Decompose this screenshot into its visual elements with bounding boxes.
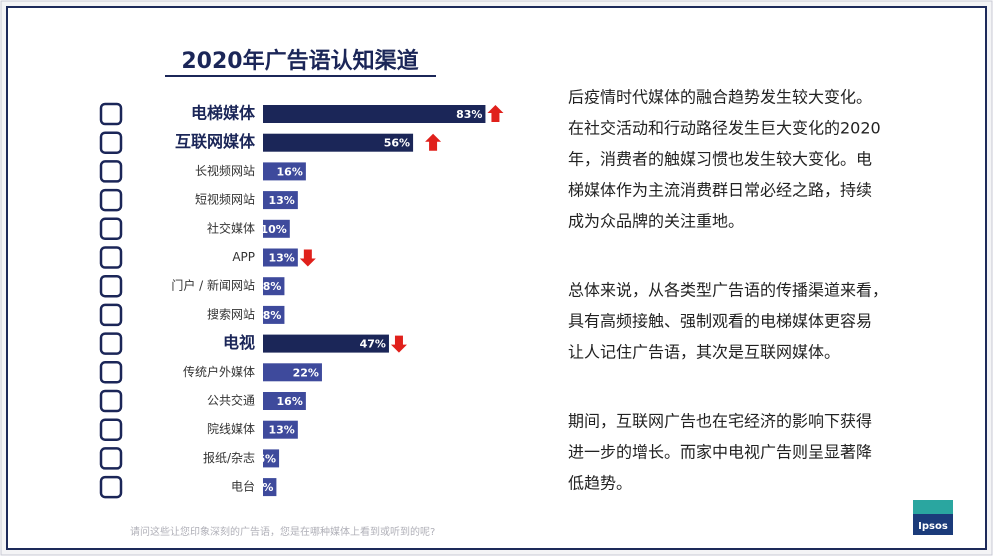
channel-icon bbox=[99, 303, 123, 327]
value-label: 6% bbox=[257, 452, 276, 465]
value-label: 8% bbox=[263, 280, 282, 293]
icons bbox=[99, 102, 123, 499]
bar-chart: 电梯媒体 83% 互联网媒体 56% 长视频网站 16% 短视频网站 13% 社交媒体 10% AP… bbox=[171, 104, 504, 497]
category-label: APP bbox=[232, 250, 255, 264]
paragraph-line: 梯媒体作为主流消费群日常必经之路，持续 bbox=[568, 181, 872, 200]
category-label: 报纸/杂志 bbox=[203, 450, 255, 465]
value-label: 13% bbox=[268, 424, 294, 437]
value-label: 16% bbox=[277, 395, 303, 408]
category-label: 院线媒体 bbox=[207, 422, 255, 436]
category-label: 门户 / 新闻网站 bbox=[171, 278, 255, 293]
trend-arrow bbox=[299, 249, 316, 267]
category-label: 社交媒体 bbox=[207, 220, 255, 235]
value-label: 16% bbox=[277, 165, 303, 178]
channel-icon bbox=[99, 447, 123, 470]
bar bbox=[263, 248, 298, 267]
value-label: 83% bbox=[456, 108, 482, 121]
paragraph-line: 在社交活动和行动路径发生巨大变化的2020 bbox=[568, 119, 881, 138]
trend-arrow bbox=[487, 105, 504, 122]
bar bbox=[263, 105, 486, 123]
channel-icon bbox=[99, 475, 123, 499]
trend-arrow bbox=[425, 133, 442, 151]
paragraph-line: 总体来说，从各类型广告语的传播渠道来看， bbox=[568, 281, 888, 300]
paragraph-line: 让人记住广告语，其次是互联网媒体。 bbox=[568, 343, 840, 362]
paragraph-line: 年，消费者的触媒习惯也发生较大变化。电 bbox=[568, 150, 872, 169]
category-label: 电梯媒体 bbox=[191, 104, 256, 123]
category-label: 长视频网站 bbox=[195, 163, 255, 178]
channel-icon bbox=[99, 131, 123, 154]
bar bbox=[263, 191, 298, 210]
channel-icon bbox=[99, 217, 123, 241]
category-label: 互联网媒体 bbox=[175, 132, 256, 151]
bar bbox=[263, 219, 290, 238]
bar bbox=[263, 277, 285, 296]
category-label: 电视 bbox=[223, 333, 255, 352]
category-label: 短视频网站 bbox=[195, 192, 255, 207]
paragraph-line: 低趋势。 bbox=[568, 474, 632, 493]
paragraph-line: 成为众品牌的关注重地。 bbox=[568, 212, 744, 231]
value-label: 47% bbox=[360, 338, 386, 351]
channel-icon bbox=[99, 188, 123, 212]
paragraph-line: 进一步的增长。而家中电视广告则呈显著降 bbox=[568, 443, 872, 462]
value-label: 22% bbox=[293, 366, 319, 379]
logo-band bbox=[913, 500, 953, 514]
footnote: 请问这些让您印象深刻的广告语，您是在哪种媒体上看到或听到的呢? bbox=[130, 525, 435, 538]
channel-icon bbox=[99, 274, 123, 298]
value-label: 10% bbox=[260, 223, 286, 236]
bar bbox=[263, 334, 389, 353]
paragraph-line: 期间，互联网广告也在宅经济的影响下获得 bbox=[568, 412, 872, 431]
bar bbox=[263, 363, 322, 382]
chart-title: 2020年广告语认知渠道 bbox=[181, 48, 418, 74]
channel-icon bbox=[99, 361, 123, 384]
bar bbox=[263, 420, 298, 439]
channel-icon bbox=[99, 160, 123, 183]
bar bbox=[263, 305, 285, 324]
category-label: 传统户外媒体 bbox=[183, 364, 255, 379]
channel-icon bbox=[99, 246, 123, 269]
frame-inner bbox=[6, 6, 987, 550]
channel-icon bbox=[99, 102, 123, 126]
bar bbox=[263, 162, 306, 181]
channel-icon bbox=[99, 418, 123, 441]
logo: Ipsos bbox=[918, 521, 948, 532]
channel-icon bbox=[99, 389, 123, 413]
category-label: 搜索网站 bbox=[207, 306, 255, 321]
trend-arrow bbox=[390, 335, 407, 353]
category-label: 电台 bbox=[231, 479, 255, 494]
channel-icon bbox=[99, 332, 123, 355]
bar bbox=[263, 449, 280, 468]
bar bbox=[263, 478, 277, 497]
paragraph-line: 具有高频接触、强制观看的电梯媒体更容易 bbox=[568, 312, 872, 331]
value-label: 56% bbox=[384, 137, 410, 150]
bar bbox=[263, 133, 414, 152]
value-label: 5% bbox=[255, 481, 274, 494]
bar bbox=[263, 392, 306, 410]
category-label: 公共交通 bbox=[207, 393, 255, 408]
value-label: 13% bbox=[268, 252, 294, 265]
text-panel: 后疫情时代媒体的融合趋势发生较大变化。在社交活动和行动路径发生巨大变化的2020… bbox=[568, 88, 888, 493]
value-label: 13% bbox=[268, 194, 294, 207]
value-label: 8% bbox=[263, 309, 282, 322]
paragraph-line: 后疫情时代媒体的融合趋势发生较大变化。 bbox=[568, 88, 872, 107]
